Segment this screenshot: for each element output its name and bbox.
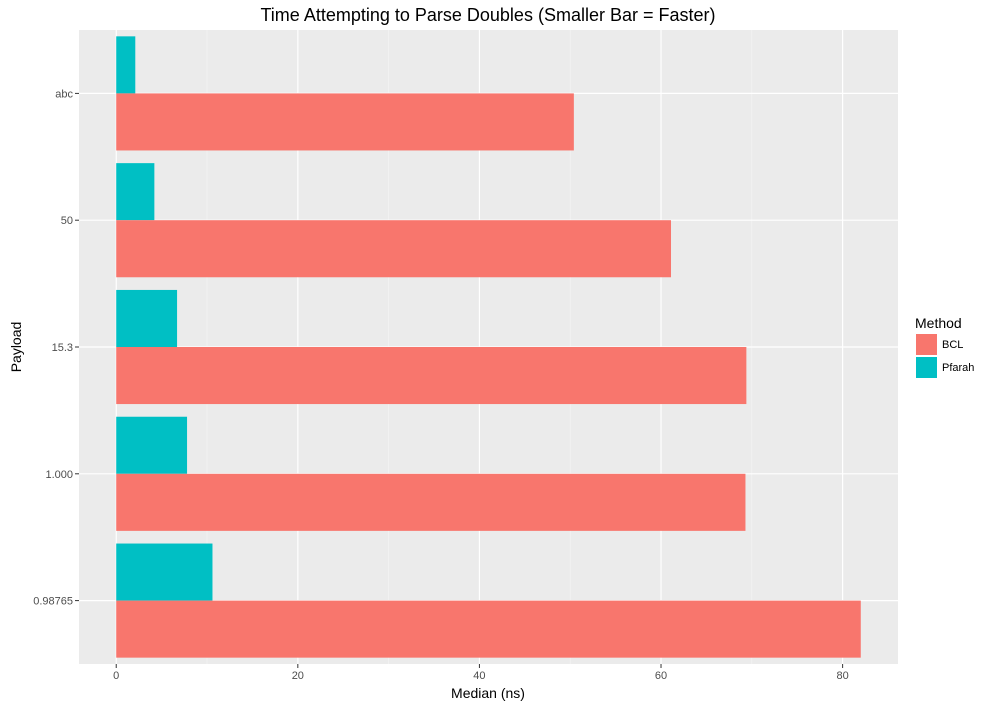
y-tick-label: 50 bbox=[61, 215, 73, 227]
bar-bcl-abc bbox=[116, 93, 574, 151]
bar-pfarah-50 bbox=[116, 163, 155, 221]
x-tick-label: 80 bbox=[836, 670, 848, 682]
bar-pfarah-abc bbox=[116, 36, 136, 94]
bar-pfarah-1_000 bbox=[116, 416, 188, 474]
bars bbox=[116, 36, 861, 658]
chart-title: Time Attempting to Parse Doubles (Smalle… bbox=[260, 5, 715, 25]
x-axis-title: Median (ns) bbox=[451, 685, 525, 701]
legend-key-bcl bbox=[916, 334, 937, 355]
x-tick-label: 20 bbox=[292, 670, 304, 682]
y-axis: abc 50 15.3 1.000 0.98765 bbox=[33, 88, 79, 608]
y-tick-label: abc bbox=[55, 88, 73, 100]
bar-bcl-1_000 bbox=[116, 473, 746, 531]
x-tick-label: 0 bbox=[113, 670, 119, 682]
legend-label-pfarah: Pfarah bbox=[942, 362, 974, 374]
legend: Method BCL Pfarah bbox=[915, 315, 974, 378]
x-tick-label: 60 bbox=[655, 670, 667, 682]
x-axis: 0 20 40 60 80 bbox=[113, 664, 849, 682]
legend-label-bcl: BCL bbox=[942, 339, 963, 351]
y-tick-label: 15.3 bbox=[52, 342, 73, 354]
bar-pfarah-0_98765 bbox=[116, 543, 213, 601]
y-tick-label: 1.000 bbox=[45, 469, 73, 481]
bar-bcl-15_3 bbox=[116, 347, 747, 405]
legend-title: Method bbox=[915, 315, 962, 331]
bar-bcl-50 bbox=[116, 220, 672, 278]
bar-pfarah-15_3 bbox=[116, 289, 178, 347]
y-tick-label: 0.98765 bbox=[33, 596, 73, 608]
y-axis-title: Payload bbox=[8, 322, 24, 373]
x-tick-label: 40 bbox=[473, 670, 485, 682]
legend-key-pfarah bbox=[916, 357, 937, 378]
bar-bcl-0_98765 bbox=[116, 600, 861, 658]
